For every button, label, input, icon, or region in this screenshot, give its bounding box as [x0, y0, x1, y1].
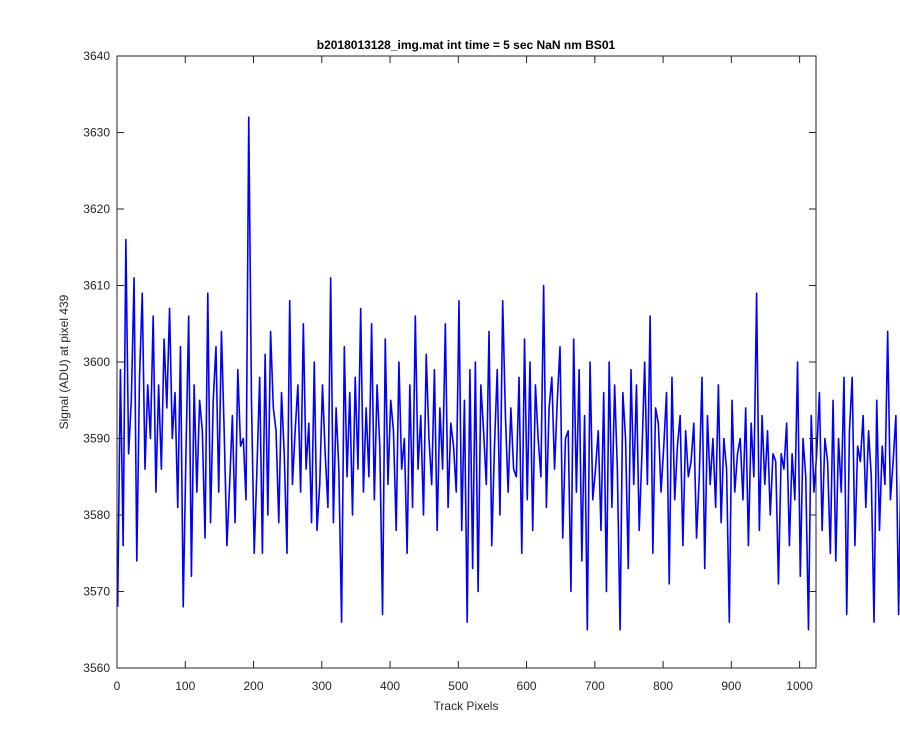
chart-title: b2018013128_img.mat int time = 5 sec NaN…	[317, 38, 616, 52]
y-axis-label: Signal (ADU) at pixel 439	[57, 294, 71, 429]
x-tick-label: 0	[114, 679, 121, 693]
x-tick-label: 400	[380, 679, 400, 693]
y-axis: 3560 3570 3580 3590 3600 3610 3620 3630 3640	[83, 49, 816, 675]
series-line	[116, 116, 900, 631]
x-tick-label: 500	[448, 679, 468, 693]
x-tick-label: 600	[517, 679, 537, 693]
x-tick-label: 1000	[786, 679, 813, 693]
y-tick-label: 3590	[83, 432, 110, 446]
x-tick-label: 200	[244, 679, 264, 693]
x-tick-label: 300	[312, 679, 332, 693]
y-tick-label: 3560	[83, 661, 110, 675]
y-tick-label: 3620	[83, 202, 110, 216]
series-layer	[116, 116, 900, 631]
y-tick-label: 3640	[83, 49, 110, 63]
y-tick-label: 3570	[83, 585, 110, 599]
y-tick-label: 3610	[83, 279, 110, 293]
y-tick-label: 3600	[83, 355, 110, 369]
y-tick-label: 3580	[83, 508, 110, 522]
x-tick-label: 700	[585, 679, 605, 693]
x-axis-label: Track Pixels	[434, 699, 499, 713]
x-tick-label: 900	[721, 679, 741, 693]
x-tick-label: 800	[653, 679, 673, 693]
x-tick-label: 100	[175, 679, 195, 693]
y-tick-label: 3630	[83, 126, 110, 140]
x-axis: 0 100 200 300 400 500 600 700 800 900 1000	[114, 56, 813, 693]
